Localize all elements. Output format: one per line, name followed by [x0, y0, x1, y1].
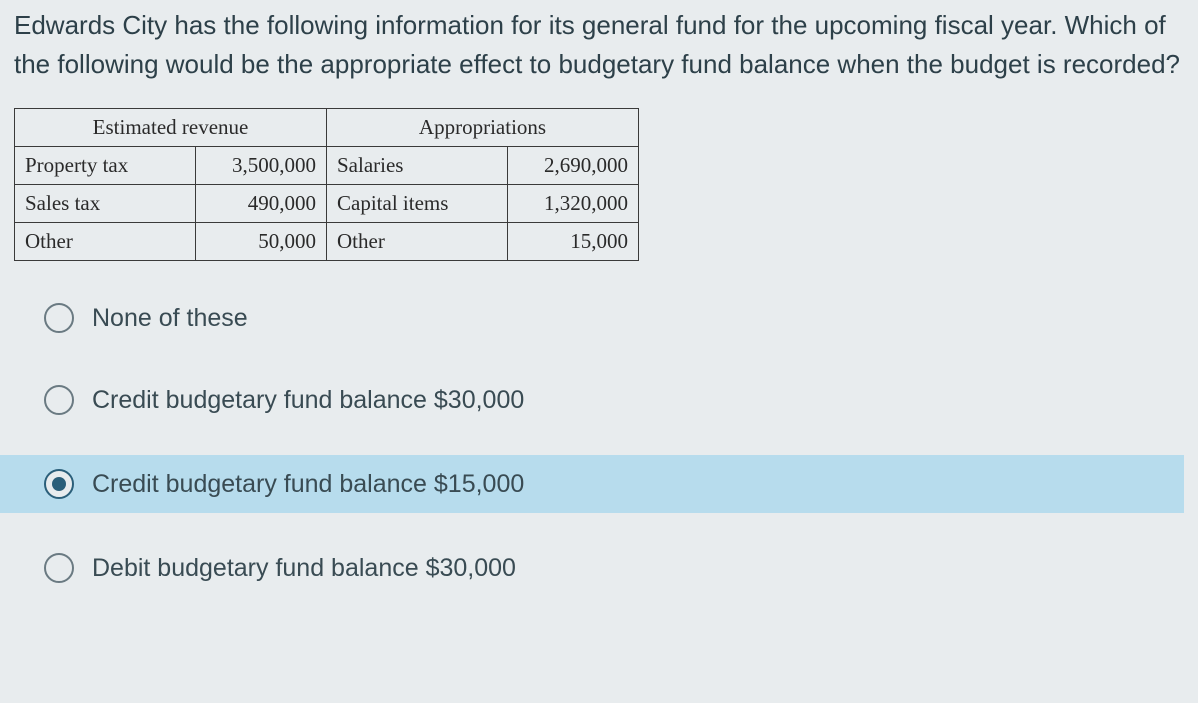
option-debit-30000[interactable]: Debit budgetary fund balance $30,000: [14, 541, 1184, 595]
option-credit-30000[interactable]: Credit budgetary fund balance $30,000: [14, 373, 1184, 427]
rev-value: 490,000: [196, 185, 327, 223]
budget-table: Estimated revenue Appropriations Propert…: [14, 108, 639, 261]
rev-value: 50,000: [196, 223, 327, 261]
options-group: None of these Credit budgetary fund bala…: [14, 291, 1184, 595]
table-row: Property tax 3,500,000 Salaries 2,690,00…: [15, 147, 639, 185]
quiz-page: Edwards City has the following informati…: [0, 0, 1198, 595]
app-value: 2,690,000: [508, 147, 639, 185]
app-label: Other: [327, 223, 508, 261]
option-label: Debit budgetary fund balance $30,000: [92, 554, 516, 583]
table-row: Sales tax 490,000 Capital items 1,320,00…: [15, 185, 639, 223]
radio-icon: [44, 385, 74, 415]
option-credit-15000[interactable]: Credit budgetary fund balance $15,000: [0, 455, 1184, 513]
rev-value: 3,500,000: [196, 147, 327, 185]
header-estimated-revenue: Estimated revenue: [15, 109, 327, 147]
option-label: Credit budgetary fund balance $30,000: [92, 386, 524, 415]
option-label: Credit budgetary fund balance $15,000: [92, 470, 524, 499]
table-row: Other 50,000 Other 15,000: [15, 223, 639, 261]
rev-label: Other: [15, 223, 196, 261]
app-value: 15,000: [508, 223, 639, 261]
radio-icon: [44, 553, 74, 583]
radio-icon: [44, 303, 74, 333]
option-label: None of these: [92, 304, 248, 333]
app-label: Capital items: [327, 185, 508, 223]
option-none[interactable]: None of these: [14, 291, 1184, 345]
rev-label: Sales tax: [15, 185, 196, 223]
app-label: Salaries: [327, 147, 508, 185]
header-appropriations: Appropriations: [327, 109, 639, 147]
rev-label: Property tax: [15, 147, 196, 185]
app-value: 1,320,000: [508, 185, 639, 223]
radio-icon: [44, 469, 74, 499]
table-header-row: Estimated revenue Appropriations: [15, 109, 639, 147]
question-text: Edwards City has the following informati…: [14, 6, 1184, 84]
